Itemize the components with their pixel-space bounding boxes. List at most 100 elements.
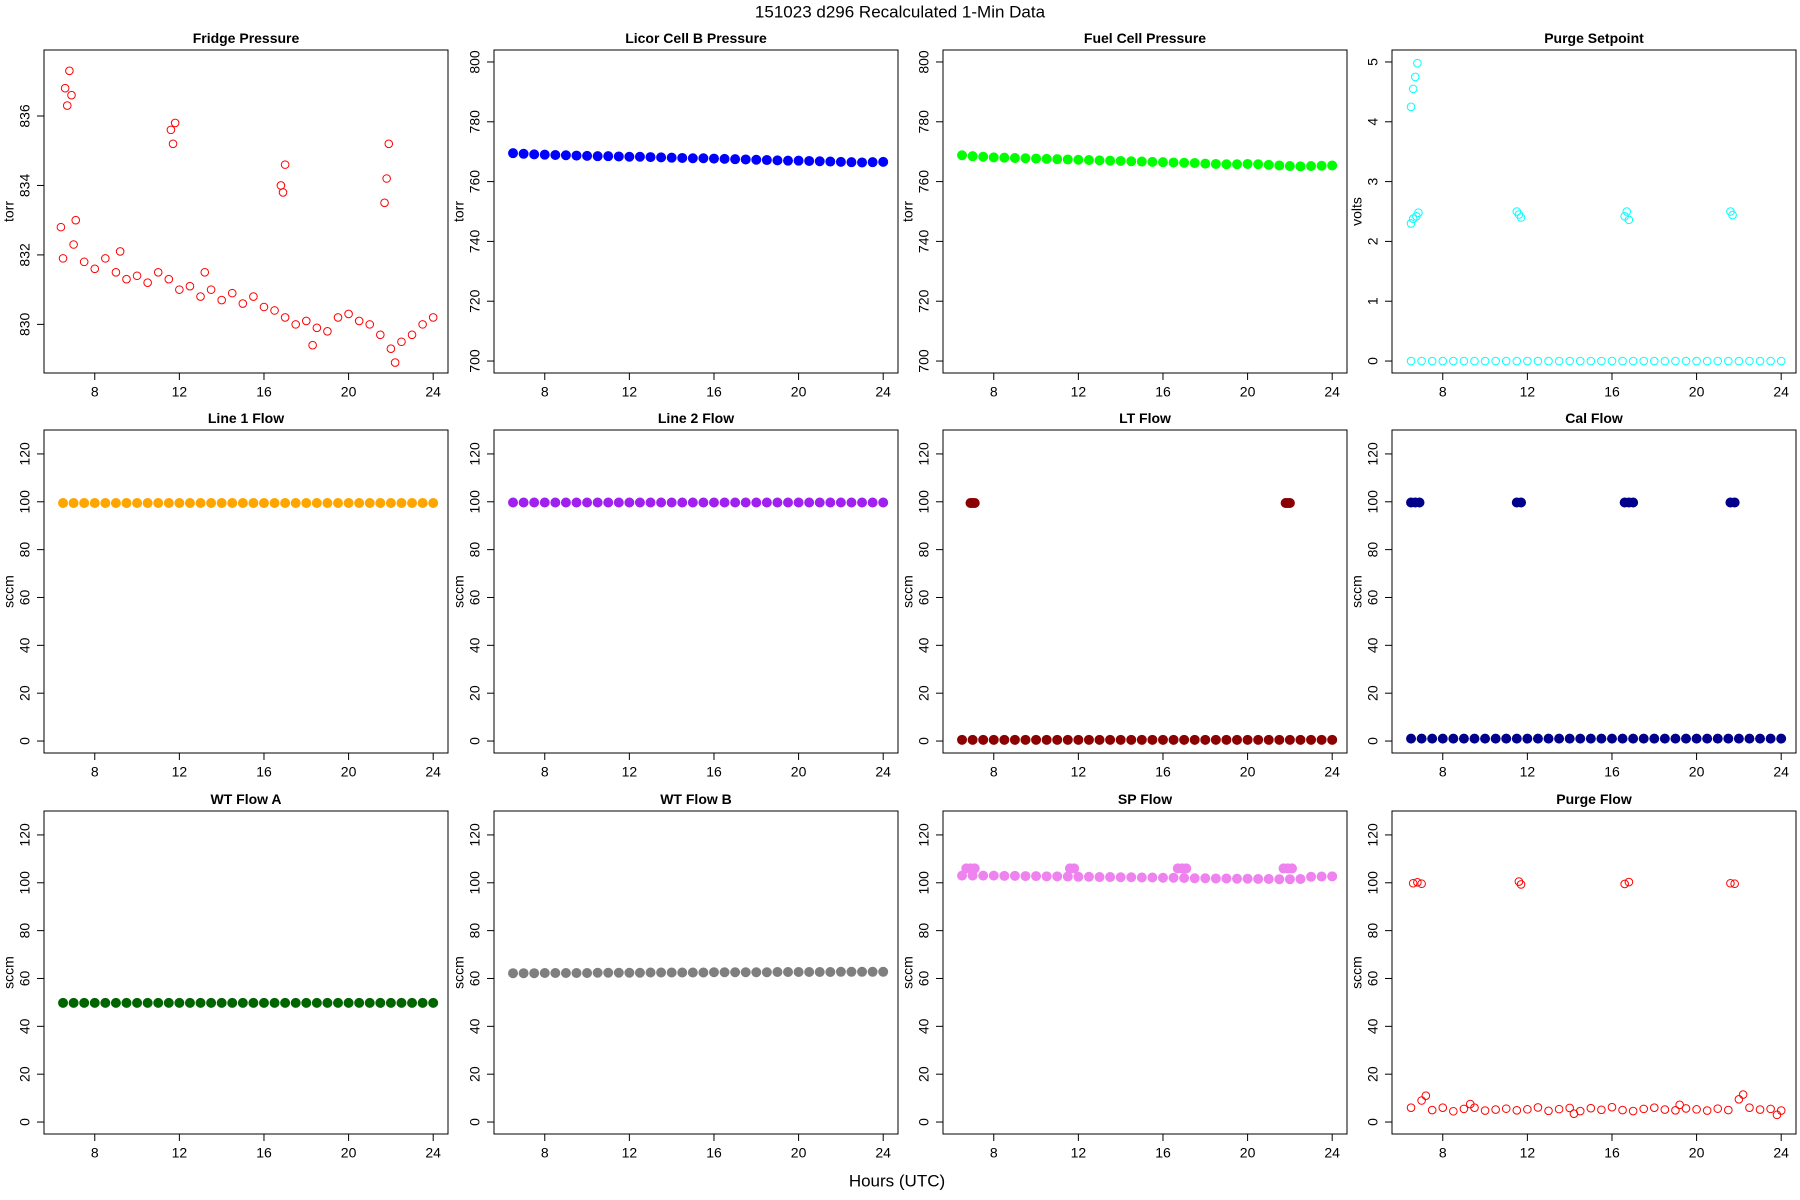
data-point	[1189, 873, 1200, 884]
y-tick-label: 100	[916, 871, 932, 895]
x-tick-label: 16	[256, 1145, 272, 1161]
data-point	[677, 967, 688, 978]
x-tick-label: 20	[791, 384, 807, 400]
x-axis-label: Hours (UTC)	[849, 1171, 945, 1190]
data-point	[1306, 734, 1317, 745]
data-point	[1597, 356, 1606, 366]
x-tick-label: 12	[1520, 764, 1536, 780]
x-tick-label: 12	[1071, 384, 1087, 400]
data-point	[110, 497, 121, 508]
data-point	[761, 497, 772, 508]
y-tick-label: 40	[17, 637, 33, 653]
panel: Line 2 Flow sccm 8 12 16 20 24 0 20 40 60 80 100 120	[451, 410, 899, 780]
data-point	[354, 997, 365, 1008]
panel-title: Fridge Pressure	[193, 30, 300, 46]
data-point	[1501, 1104, 1511, 1113]
y-tick-label: 740	[467, 230, 483, 254]
data-point	[969, 497, 980, 508]
data-point	[793, 967, 804, 978]
y-tick-label: 20	[916, 1066, 932, 1082]
y-tick-label: 100	[1365, 871, 1381, 895]
plot-area	[508, 148, 889, 168]
x-tick-label: 8	[990, 384, 998, 400]
data-point	[89, 497, 100, 508]
data-point	[677, 152, 688, 163]
data-point	[90, 264, 100, 274]
x-tick-label: 8	[1439, 384, 1447, 400]
data-point	[384, 139, 394, 149]
data-point	[1458, 733, 1469, 744]
data-point	[846, 966, 857, 977]
x-tick-label: 16	[256, 384, 272, 400]
data-point	[825, 156, 836, 167]
x-tick-label: 24	[425, 764, 441, 780]
data-point	[1020, 153, 1031, 164]
data-point	[999, 870, 1010, 881]
plot-area	[1406, 497, 1787, 744]
data-point	[1210, 734, 1221, 745]
data-point	[1052, 154, 1063, 165]
data-point	[1501, 733, 1512, 744]
x-tick-label: 8	[91, 764, 99, 780]
y-tick-label: 0	[1365, 357, 1381, 365]
data-point	[1738, 1090, 1748, 1099]
data-point	[1726, 878, 1735, 888]
x-tick-label: 16	[1604, 1145, 1620, 1161]
data-point	[1210, 873, 1221, 884]
data-point	[79, 997, 90, 1008]
data-point	[656, 967, 667, 978]
data-point	[1210, 158, 1221, 169]
y-tick-label: 80	[17, 542, 33, 558]
data-point	[708, 497, 719, 508]
data-point	[687, 497, 698, 508]
plot-area	[1406, 877, 1786, 1120]
data-point	[163, 497, 174, 508]
data-point	[343, 997, 354, 1008]
data-point	[1284, 734, 1295, 745]
data-point	[1009, 152, 1020, 163]
data-point	[529, 497, 540, 508]
data-point	[645, 152, 656, 163]
data-point	[969, 863, 980, 874]
data-point	[1649, 1103, 1659, 1112]
data-point	[1554, 1104, 1564, 1114]
y-axis-label: sccm	[1, 956, 17, 989]
data-point	[1585, 733, 1596, 744]
data-point	[804, 497, 815, 508]
data-point	[1776, 356, 1786, 366]
panel: Cal Flow sccm 8 12 16 20 24 0 20 40 60 80 100 120	[1349, 410, 1797, 780]
data-point	[185, 281, 195, 291]
data-point	[428, 313, 438, 322]
data-point	[1406, 733, 1417, 744]
plot-frame	[43, 49, 449, 374]
data-point	[1448, 733, 1459, 744]
data-point	[132, 997, 143, 1008]
data-point	[1544, 1106, 1553, 1116]
data-point	[1522, 733, 1533, 744]
data-point	[79, 497, 90, 508]
x-tick-label: 12	[1520, 384, 1536, 400]
data-point	[783, 497, 794, 508]
data-point	[280, 497, 291, 508]
y-tick-label: 80	[1365, 542, 1381, 558]
data-point	[65, 66, 74, 76]
y-axis-label: sccm	[1, 575, 17, 608]
plot-frame	[942, 49, 1348, 374]
data-point	[1062, 871, 1073, 882]
y-tick-label: 80	[916, 542, 932, 558]
panel-title: Line 1 Flow	[208, 410, 284, 426]
data-point	[999, 152, 1010, 163]
data-point	[1179, 872, 1190, 883]
data-point	[1200, 734, 1211, 745]
data-point	[1724, 1105, 1733, 1115]
data-point	[1221, 734, 1232, 745]
data-point	[184, 497, 195, 508]
data-point	[613, 967, 624, 978]
y-tick-label: 120	[1365, 442, 1381, 466]
y-tick-label: 740	[916, 230, 932, 254]
x-tick-label: 24	[1773, 384, 1789, 400]
data-point	[206, 285, 216, 294]
data-point	[1755, 1105, 1765, 1114]
data-point	[1147, 734, 1158, 745]
data-point	[100, 997, 111, 1008]
